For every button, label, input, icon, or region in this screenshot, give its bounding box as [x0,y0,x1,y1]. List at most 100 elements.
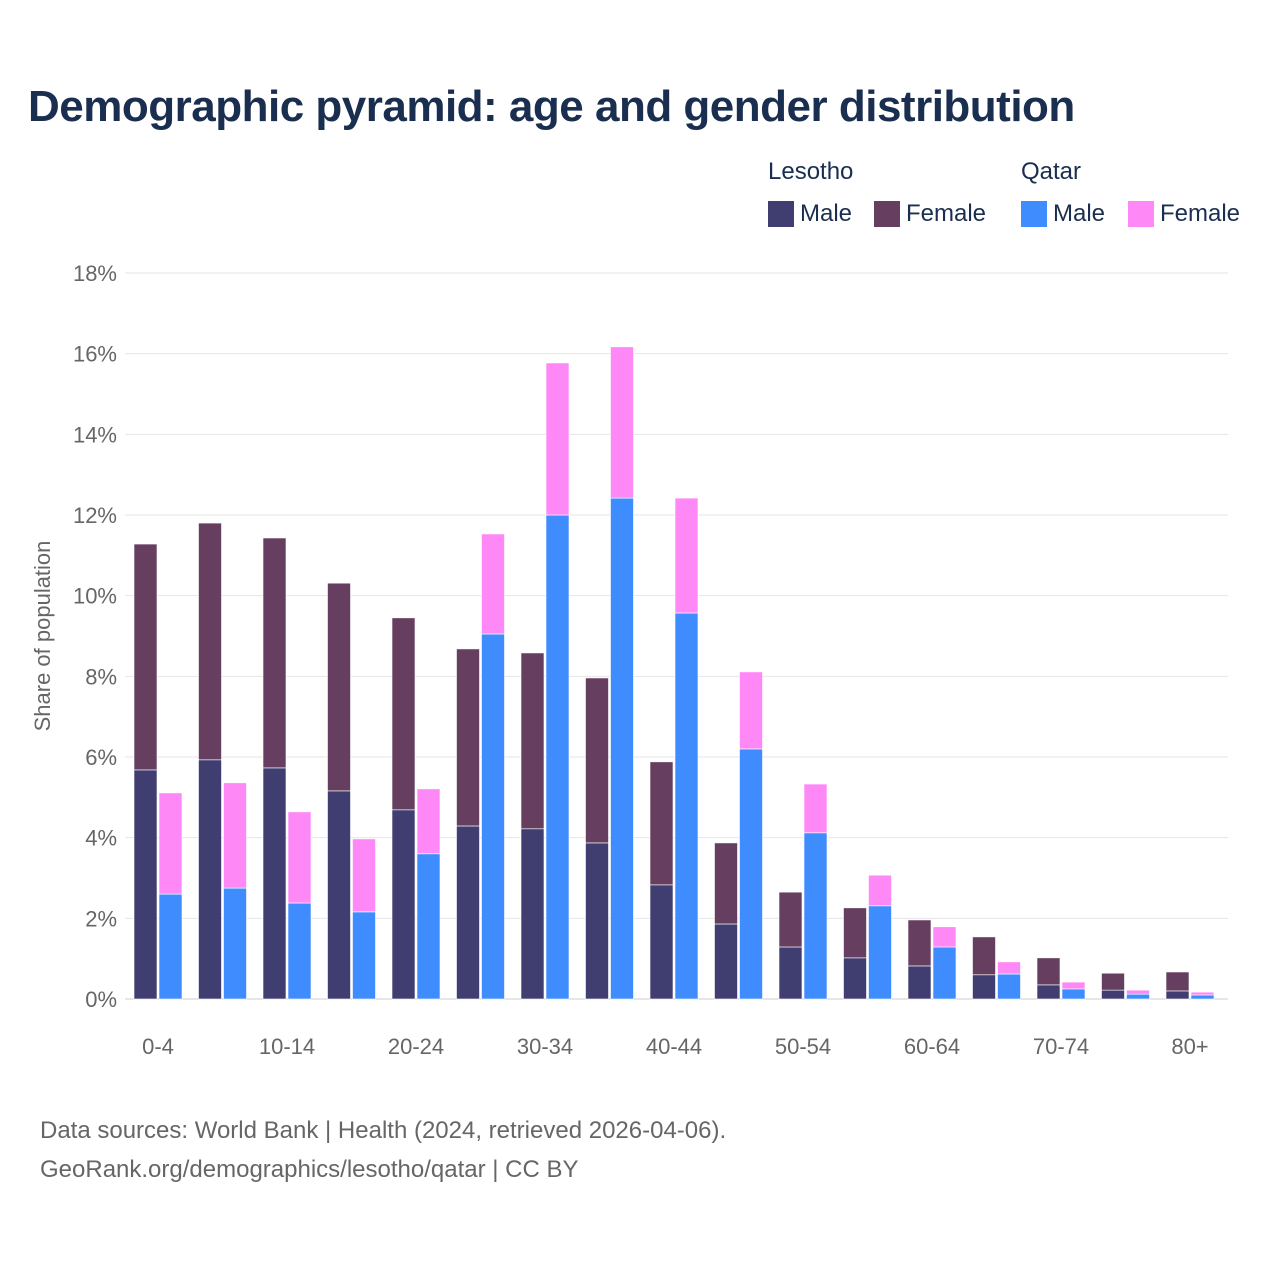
legend-swatch [874,201,900,227]
legend-label: Female [906,200,987,227]
x-tick-label: 50-54 [775,1034,831,1059]
bar-lesotho-female [133,543,158,771]
x-tick-label: 40-44 [646,1034,702,1059]
bar-lesotho-male [778,946,803,1000]
bar-qatar-male [1190,994,1215,1000]
bar-qatar-female [158,792,183,895]
x-tick-label: 20-24 [388,1034,444,1059]
legend-label: Male [800,200,853,227]
legend-lesotho-male: Male [768,200,852,228]
legend-qatar-female: Female [1128,200,1240,228]
bar-lesotho-female [585,677,609,844]
bar-qatar-female [610,346,634,499]
legend-swatch [1128,201,1154,227]
bar-qatar-female [287,811,312,904]
y-tick-label: 16% [73,342,117,367]
bar-qatar-female [416,788,441,855]
x-tick-label: 0-4 [142,1034,174,1059]
legend-qatar-male: Male [1021,200,1105,228]
legend-label: Male [1053,200,1106,227]
source-line-2: GeoRank.org/demographics/lesotho/qatar |… [40,1156,579,1183]
y-tick-label: 18% [73,261,117,286]
bar-qatar-female [997,961,1021,975]
bar-qatar-female [1061,981,1086,990]
y-tick-label: 10% [73,584,117,609]
bar-qatar-female [674,497,699,614]
bar-lesotho-male [520,828,545,1000]
legend-group-lesotho: Lesotho [768,158,854,185]
bar-lesotho-male [907,965,932,1000]
bar-qatar-female [352,838,376,913]
x-tick-label: 70-74 [1033,1034,1089,1059]
bar-lesotho-female [649,761,674,886]
bar-qatar-female [803,783,828,834]
bar-qatar-male [674,612,699,1000]
bar-lesotho-female [1165,971,1190,992]
x-tick-label: 60-64 [904,1034,960,1059]
bar-qatar-male [610,497,634,1000]
bar-lesotho-male [327,790,351,1000]
bar-qatar-male [416,853,441,1000]
bar-qatar-female [1190,991,1215,996]
legend-swatch [1021,201,1047,227]
bar-lesotho-male [585,842,609,1000]
y-tick-label: 14% [73,422,117,447]
bar-lesotho-male [391,809,416,1000]
bar-lesotho-female [714,842,738,925]
x-tick-label: 30-34 [517,1034,573,1059]
bar-lesotho-male [262,767,287,1000]
bar-qatar-male [481,633,505,1000]
bar-qatar-male [1061,988,1086,1000]
bar-lesotho-female [327,582,351,792]
bar-lesotho-female [456,648,480,827]
bar-lesotho-male [649,884,674,1000]
y-axis-label: Share of population [30,541,55,732]
bar-lesotho-male [1036,984,1061,1000]
bar-lesotho-male [972,974,996,1000]
legend-lesotho-female: Female [874,200,986,228]
bar-qatar-female [545,362,570,516]
bar-qatar-male [803,832,828,1000]
y-tick-label: 8% [85,664,117,689]
bar-lesotho-male [1165,990,1190,1000]
bar-qatar-male [545,514,570,1000]
bar-lesotho-male [133,769,158,1000]
bar-qatar-female [223,782,247,889]
legend-group-qatar: Qatar [1021,158,1082,185]
bar-lesotho-male [456,825,480,1000]
bar-qatar-female [868,874,892,907]
bar-lesotho-female [1036,957,1061,986]
y-tick-label: 12% [73,503,117,528]
bar-lesotho-female [520,652,545,830]
bar-lesotho-female [391,617,416,811]
bar-lesotho-female [198,522,222,761]
bar-qatar-male [158,893,183,1000]
bar-qatar-male [868,905,892,1000]
bar-qatar-male [739,748,763,1000]
y-tick-label: 2% [85,906,117,931]
bar-lesotho-male [714,923,738,1000]
bar-lesotho-female [907,919,932,967]
bar-qatar-female [481,533,505,635]
legend-label: Female [1160,200,1241,227]
bar-qatar-female [932,926,957,948]
bar-lesotho-male [198,759,222,1000]
bar-qatar-female [1126,989,1150,995]
bar-qatar-male [352,911,376,1000]
legend-swatch [768,201,794,227]
bar-lesotho-female [262,537,287,769]
bar-qatar-male [223,887,247,1000]
bar-qatar-male [997,973,1021,1000]
chart-title: Demographic pyramid: age and gender dist… [28,82,1075,131]
x-tick-label: 80+ [1171,1034,1208,1059]
x-tick-label: 10-14 [259,1034,315,1059]
bar-lesotho-female [843,907,867,959]
bar-lesotho-female [778,891,803,948]
bar-lesotho-male [843,957,867,1000]
bar-lesotho-female [1101,972,1125,991]
y-tick-label: 0% [85,987,117,1012]
bar-qatar-male [932,946,957,1000]
y-tick-label: 4% [85,826,117,851]
